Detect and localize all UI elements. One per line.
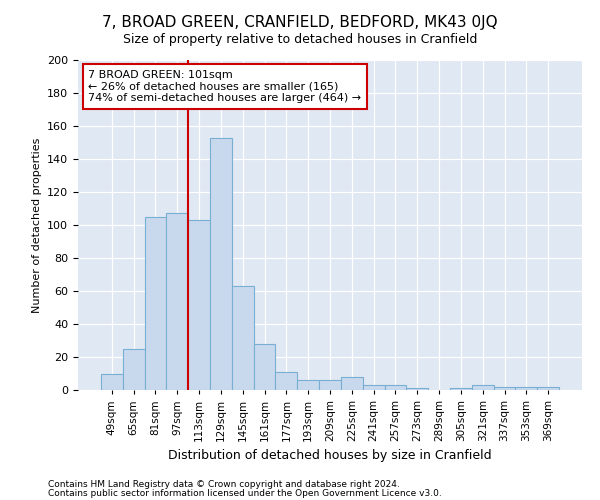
Text: 7, BROAD GREEN, CRANFIELD, BEDFORD, MK43 0JQ: 7, BROAD GREEN, CRANFIELD, BEDFORD, MK43… <box>102 15 498 30</box>
X-axis label: Distribution of detached houses by size in Cranfield: Distribution of detached houses by size … <box>168 450 492 462</box>
Bar <box>385 385 406 390</box>
Bar <box>537 386 559 390</box>
Bar <box>166 214 188 390</box>
Text: Contains public sector information licensed under the Open Government Licence v3: Contains public sector information licen… <box>48 489 442 498</box>
Bar <box>363 385 385 390</box>
Text: Contains HM Land Registry data © Crown copyright and database right 2024.: Contains HM Land Registry data © Crown c… <box>48 480 400 489</box>
Bar <box>319 380 341 390</box>
Bar <box>232 286 254 390</box>
Bar <box>494 386 515 390</box>
Bar <box>275 372 297 390</box>
Bar <box>188 220 210 390</box>
Bar <box>145 217 166 390</box>
Bar <box>341 377 363 390</box>
Bar <box>515 386 537 390</box>
Text: Size of property relative to detached houses in Cranfield: Size of property relative to detached ho… <box>123 32 477 46</box>
Bar <box>254 344 275 390</box>
Bar <box>123 349 145 390</box>
Bar <box>297 380 319 390</box>
Bar <box>406 388 428 390</box>
Bar <box>450 388 472 390</box>
Bar <box>101 374 123 390</box>
Y-axis label: Number of detached properties: Number of detached properties <box>32 138 41 312</box>
Bar <box>472 385 494 390</box>
Bar <box>210 138 232 390</box>
Text: 7 BROAD GREEN: 101sqm
← 26% of detached houses are smaller (165)
74% of semi-det: 7 BROAD GREEN: 101sqm ← 26% of detached … <box>88 70 361 103</box>
